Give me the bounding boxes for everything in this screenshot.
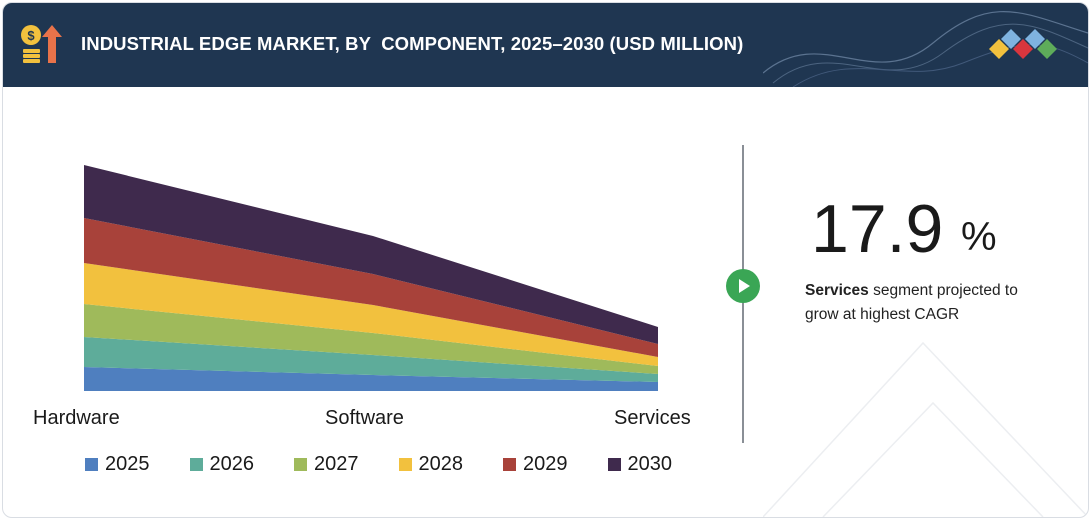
area-series-2030 — [84, 165, 658, 344]
legend-swatch — [85, 458, 98, 471]
area-series-2026 — [84, 337, 658, 382]
x-tick-services: Services — [614, 407, 691, 429]
svg-text:$: $ — [27, 28, 35, 43]
decorative-triangles — [763, 341, 1088, 517]
legend-label: 2030 — [627, 453, 673, 475]
legend-label: 2027 — [314, 453, 359, 475]
area-series-2029 — [84, 218, 658, 357]
legend-item-2025: 2025 — [85, 453, 150, 476]
cagr-value: 17.9 — [811, 191, 944, 267]
legend-item-2029: 2029 — [503, 453, 568, 476]
area-series-2028 — [84, 263, 658, 366]
description-text: segment projected to grow at highest CAG… — [805, 282, 1018, 323]
legend-label: 2028 — [418, 453, 464, 475]
legend-label: 2025 — [105, 453, 150, 475]
legend-swatch — [189, 458, 203, 471]
chart-title: INDUSTRIAL EDGE MARKET, BY COMPONENT, 20… — [81, 33, 744, 54]
header-banner: $ INDUSTRIAL EDGE MARKET, BY COMPONENT, … — [3, 3, 1088, 87]
legend-label: 2029 — [523, 453, 568, 475]
area-series-2027 — [84, 304, 658, 374]
legend-item-2027: 2027 — [294, 453, 359, 476]
x-tick-software: Software — [325, 407, 404, 429]
legend-swatch — [398, 458, 412, 471]
segment-name: Services — [805, 282, 869, 299]
play-arrow-icon — [726, 269, 760, 303]
legend-swatch — [294, 458, 307, 471]
x-tick-hardware: Hardware — [33, 407, 120, 429]
legend-label: 2026 — [209, 453, 255, 475]
diamond-logo-icon — [989, 29, 1057, 59]
legend-item-2026: 2026 — [189, 453, 255, 476]
legend-item-2030: 2030 — [607, 453, 673, 476]
money-growth-icon: $ — [21, 25, 62, 63]
cagr-unit: % — [961, 215, 997, 259]
area-series-2025 — [84, 367, 658, 391]
chart-legend: 2025 2026 2027 2028 2029 2030 — [85, 453, 712, 476]
legend-swatch — [503, 458, 516, 471]
legend-item-2028: 2028 — [398, 453, 464, 476]
cagr-description: Services segment projected to grow at hi… — [805, 279, 1050, 327]
stacked-area-chart — [84, 165, 658, 391]
legend-swatch — [607, 458, 621, 471]
